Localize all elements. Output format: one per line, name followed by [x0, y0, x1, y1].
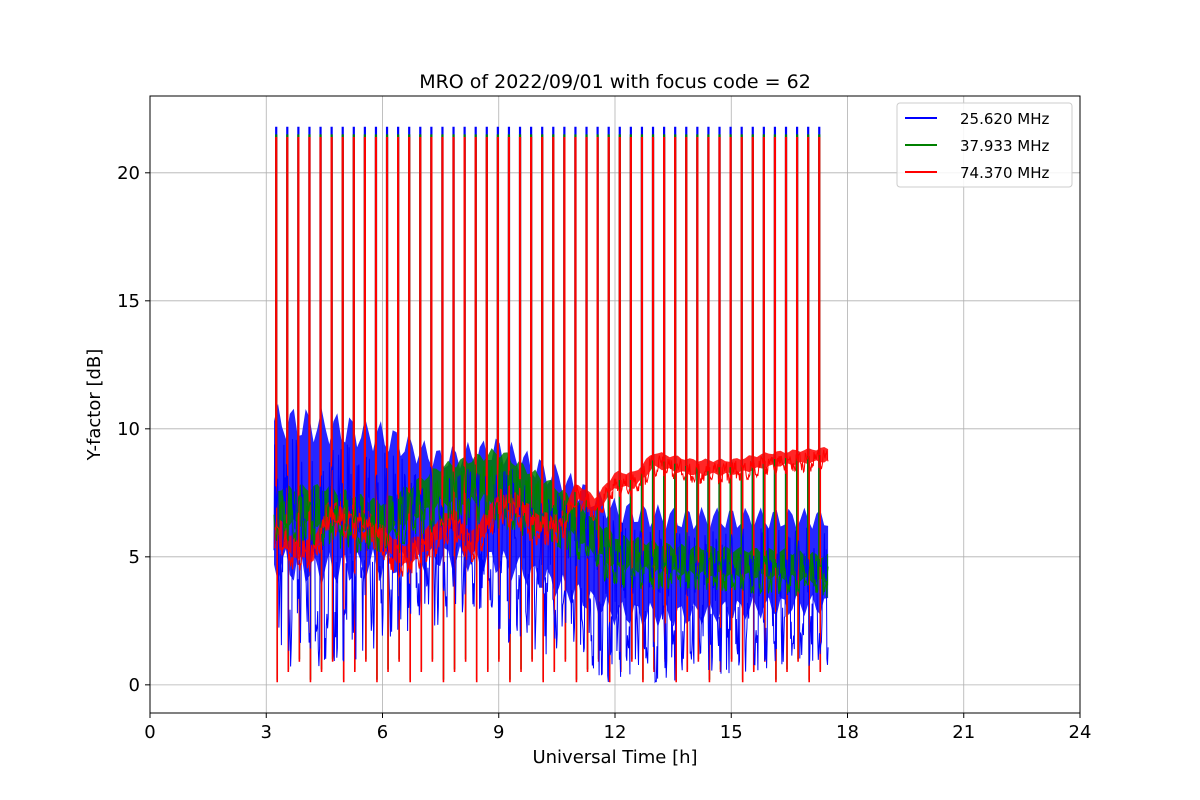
axis-ticks: 0 3 6 9 12 15 18 21 24 0 5 10 15 20 [117, 163, 1091, 743]
x-tick-label: 9 [493, 722, 504, 743]
y-axis-label: Y-factor [dB] [84, 349, 105, 462]
y-tick-label: 10 [117, 419, 140, 440]
x-tick-label: 6 [377, 722, 388, 743]
x-axis-label: Universal Time [h] [532, 747, 697, 768]
series-line [273, 439, 829, 684]
x-tick-label: 0 [144, 722, 155, 743]
y-tick-label: 5 [129, 547, 140, 568]
y-tick-label: 20 [117, 163, 140, 184]
legend-box [896, 102, 1073, 188]
legend-label-74mhz: 74.370 MHz [960, 164, 1049, 182]
legend-label-25mhz: 25.620 MHz [960, 110, 1049, 128]
legend: 25.620 MHz 37.933 MHz 74.370 MHz [896, 102, 1073, 188]
legend-label-37mhz: 37.933 MHz [960, 137, 1049, 155]
series-line [274, 449, 829, 579]
x-tick-label: 12 [604, 722, 627, 743]
series-lines [273, 439, 829, 684]
x-tick-label: 24 [1069, 722, 1092, 743]
x-tick-label: 15 [720, 722, 743, 743]
y-tick-label: 0 [129, 675, 140, 696]
chart-title: MRO of 2022/09/01 with focus code = 62 [419, 71, 811, 93]
y-tick-label: 15 [117, 291, 140, 312]
series-spikes [275, 126, 822, 683]
x-tick-label: 21 [952, 722, 975, 743]
series-line [273, 457, 829, 598]
x-tick-label: 18 [836, 722, 859, 743]
x-tick-label: 3 [261, 722, 272, 743]
